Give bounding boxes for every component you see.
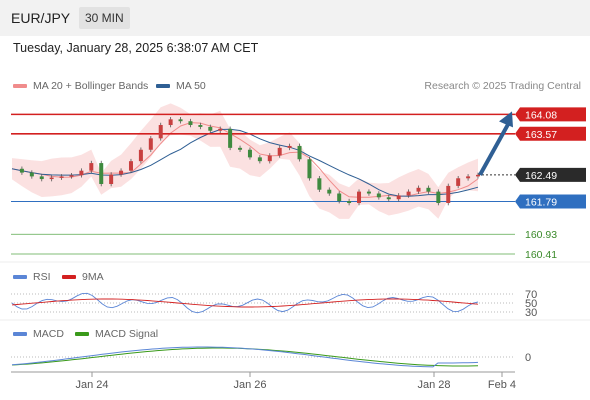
macd-label: MACD — [33, 328, 64, 340]
candle-body — [208, 126, 213, 131]
legend-rsi-ma: 9MA — [62, 271, 104, 283]
x-tick-label: Jan 28 — [417, 379, 450, 391]
candle-body — [277, 147, 282, 156]
ma-bb-swatch — [13, 84, 27, 88]
candle-body — [119, 170, 124, 175]
candle-body — [406, 191, 411, 196]
candle-body — [49, 177, 54, 180]
ma50-swatch — [156, 84, 170, 88]
candle-body — [178, 119, 183, 122]
candle-body — [198, 125, 203, 127]
symbol-label: EUR/JPY — [11, 10, 71, 26]
level-label-160.93: 160.93 — [525, 229, 557, 241]
trend-arrow-head — [499, 111, 513, 128]
candle-body — [59, 176, 64, 178]
chart-header: EUR/JPY 30 MIN — [0, 0, 590, 36]
candle-body — [257, 157, 262, 162]
candle-body — [446, 185, 451, 204]
rsi-ma-line — [11, 298, 479, 308]
candle-body — [317, 178, 322, 190]
legend-macd: MACD — [13, 328, 64, 340]
rsi-label: RSI — [33, 271, 51, 283]
rsi-level-label-50: 50 — [525, 298, 537, 310]
legend-macd-signal: MACD Signal — [75, 328, 158, 340]
candle-body — [426, 187, 431, 192]
legend-ma50: MA 50 — [156, 80, 206, 92]
candle-body — [69, 175, 74, 177]
candle-body — [128, 161, 133, 171]
candle-body — [466, 176, 471, 179]
candle-body — [29, 172, 34, 177]
level-label-162.49: 162.49 — [525, 170, 557, 182]
level-label-163.57: 163.57 — [525, 129, 557, 141]
candle-body — [347, 201, 352, 204]
level-tag-164.08 — [515, 107, 586, 122]
candle-body — [416, 187, 421, 192]
candle-body — [376, 193, 381, 198]
candle-body — [19, 168, 24, 173]
candle-body — [267, 155, 272, 162]
candle-body — [109, 174, 114, 184]
x-tick-label: Jan 24 — [75, 379, 108, 391]
candle-body — [307, 159, 312, 179]
trend-arrow-shaft — [478, 123, 510, 176]
candle-body — [188, 121, 193, 126]
rsi-ma-swatch — [62, 275, 76, 279]
candle-body — [396, 195, 401, 200]
macd-line — [11, 346, 479, 368]
rsi-ma-label: 9MA — [82, 271, 104, 283]
candle-body — [297, 145, 302, 160]
candle-body — [287, 145, 292, 148]
timeframe-badge[interactable]: 30 MIN — [79, 7, 130, 29]
level-label-160.41: 160.41 — [525, 249, 557, 261]
candle-body — [138, 149, 143, 162]
timestamp: Tuesday, January 28, 2025 6:38:07 AM CET — [13, 41, 259, 55]
candle-body — [476, 174, 480, 177]
rsi-swatch — [13, 275, 27, 279]
level-label-164.08: 164.08 — [525, 109, 557, 121]
macd-zero-label: 0 — [525, 352, 531, 364]
level-label-161.79: 161.79 — [525, 197, 557, 209]
candle-body — [327, 189, 332, 194]
candle-body — [456, 178, 461, 186]
x-tick-label: Feb 4 — [488, 379, 516, 391]
candle-body — [148, 138, 153, 150]
candle-body — [247, 149, 252, 158]
candle-body — [168, 119, 173, 126]
candle-body — [99, 163, 104, 184]
ma-bb-label: MA 20 + Bollinger Bands — [33, 80, 149, 92]
ma50-label: MA 50 — [176, 80, 206, 92]
macd-signal-label: MACD Signal — [95, 328, 159, 340]
candle-body — [366, 191, 371, 194]
macd-swatch — [13, 332, 27, 336]
level-tag-163.57 — [515, 126, 586, 141]
rsi-level-label-30: 30 — [525, 307, 537, 319]
bollinger-band — [12, 103, 478, 219]
legend-rsi: RSI — [13, 271, 51, 283]
candle-body — [436, 191, 441, 204]
candle-body — [79, 170, 84, 176]
candle-body — [89, 163, 94, 171]
level-tag-162.49 — [515, 167, 586, 182]
candle-body — [158, 125, 163, 139]
candle-body — [238, 147, 243, 150]
level-tag-161.79 — [515, 194, 586, 209]
legend-ma-bb: MA 20 + Bollinger Bands — [13, 80, 148, 92]
candle-body — [228, 128, 233, 148]
candle-body — [386, 197, 391, 200]
candle-body — [357, 191, 362, 204]
x-tick-label: Jan 26 — [233, 379, 266, 391]
candle-body — [218, 128, 223, 131]
credit: Research © 2025 Trading Central — [424, 80, 581, 92]
macd-signal-swatch — [75, 332, 89, 336]
candle-body — [39, 176, 44, 180]
candle-body — [337, 193, 342, 202]
rsi-level-label-70: 70 — [525, 289, 537, 301]
